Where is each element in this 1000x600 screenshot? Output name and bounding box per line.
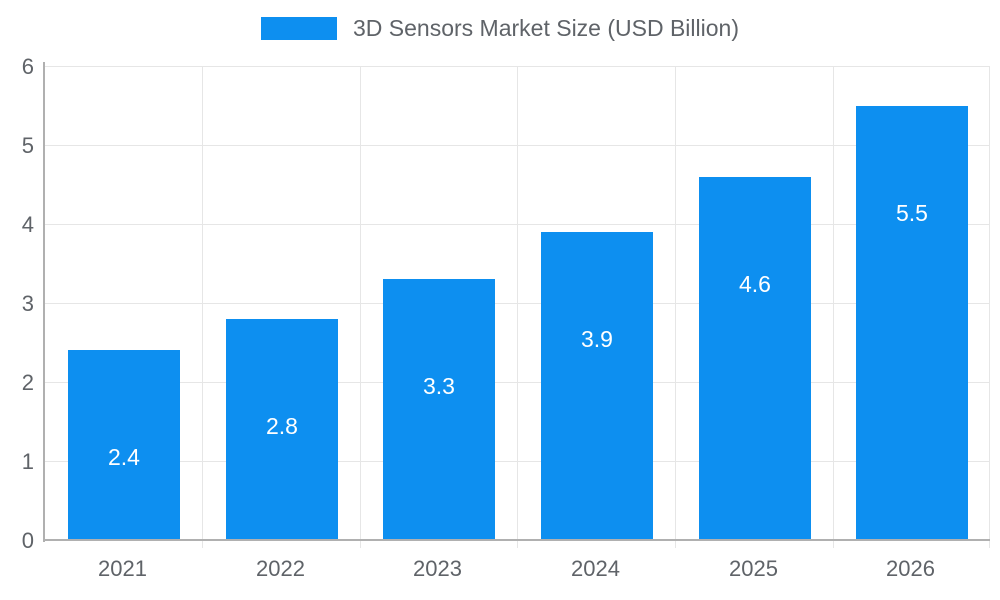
legend-color-swatch-icon: [260, 16, 337, 40]
legend-item-3d-sensors-market-size[interactable]: 3D Sensors Market Size (USD Billion): [260, 14, 739, 41]
y-axis-tick-label-3: 3: [21, 291, 34, 316]
gridline-vertical-1: [202, 66, 203, 548]
gridline-vertical-6: [989, 66, 990, 548]
y-axis-tick-label-5: 5: [21, 133, 34, 158]
chart-legend: 3D Sensors Market Size (USD Billion): [0, 0, 1000, 56]
gridline-vertical-5: [833, 66, 834, 548]
x-axis-tick-label-2023: 2023: [413, 556, 462, 581]
x-axis-line: [44, 539, 990, 541]
x-axis-tick-label-2024: 2024: [571, 556, 620, 581]
y-axis-tick-label-2: 2: [21, 370, 34, 395]
y-axis-tick-label-0: 0: [21, 528, 34, 553]
y-axis-tick-label-4: 4: [21, 212, 34, 237]
x-axis-tick-label-2025: 2025: [729, 556, 778, 581]
y-axis-line: [43, 62, 45, 542]
plot-area: 2.4 2.8 3.3 3.9 4.6 5.5: [44, 66, 990, 548]
bar-value-label: 2.8: [266, 412, 298, 439]
x-axis-tick-label-2026: 2026: [886, 556, 935, 581]
bar-value-label: 2.4: [108, 444, 140, 471]
bar-value-label: 3.3: [423, 373, 455, 400]
gridline-vertical-4: [675, 66, 676, 548]
gridline-vertical-3: [517, 66, 518, 548]
gridline-vertical-2: [360, 66, 361, 548]
bar-2022[interactable]: 2.8: [226, 318, 338, 540]
bar-2023[interactable]: 3.3: [383, 279, 495, 540]
bar-value-label: 5.5: [896, 199, 928, 226]
y-axis-tick-label-6: 6: [21, 54, 34, 79]
y-axis-tick-label-1: 1: [21, 449, 34, 474]
bar-2026[interactable]: 5.5: [856, 105, 968, 540]
bar-2025[interactable]: 4.6: [699, 176, 811, 540]
legend-item-label: 3D Sensors Market Size (USD Billion): [352, 14, 739, 41]
bar-value-label: 3.9: [581, 325, 613, 352]
x-axis-tick-label-2021: 2021: [98, 556, 147, 581]
bar-value-label: 4.6: [739, 270, 771, 297]
bar-2021[interactable]: 2.4: [68, 350, 180, 540]
bar-2024[interactable]: 3.9: [541, 231, 653, 540]
x-axis-tick-label-2022: 2022: [256, 556, 305, 581]
